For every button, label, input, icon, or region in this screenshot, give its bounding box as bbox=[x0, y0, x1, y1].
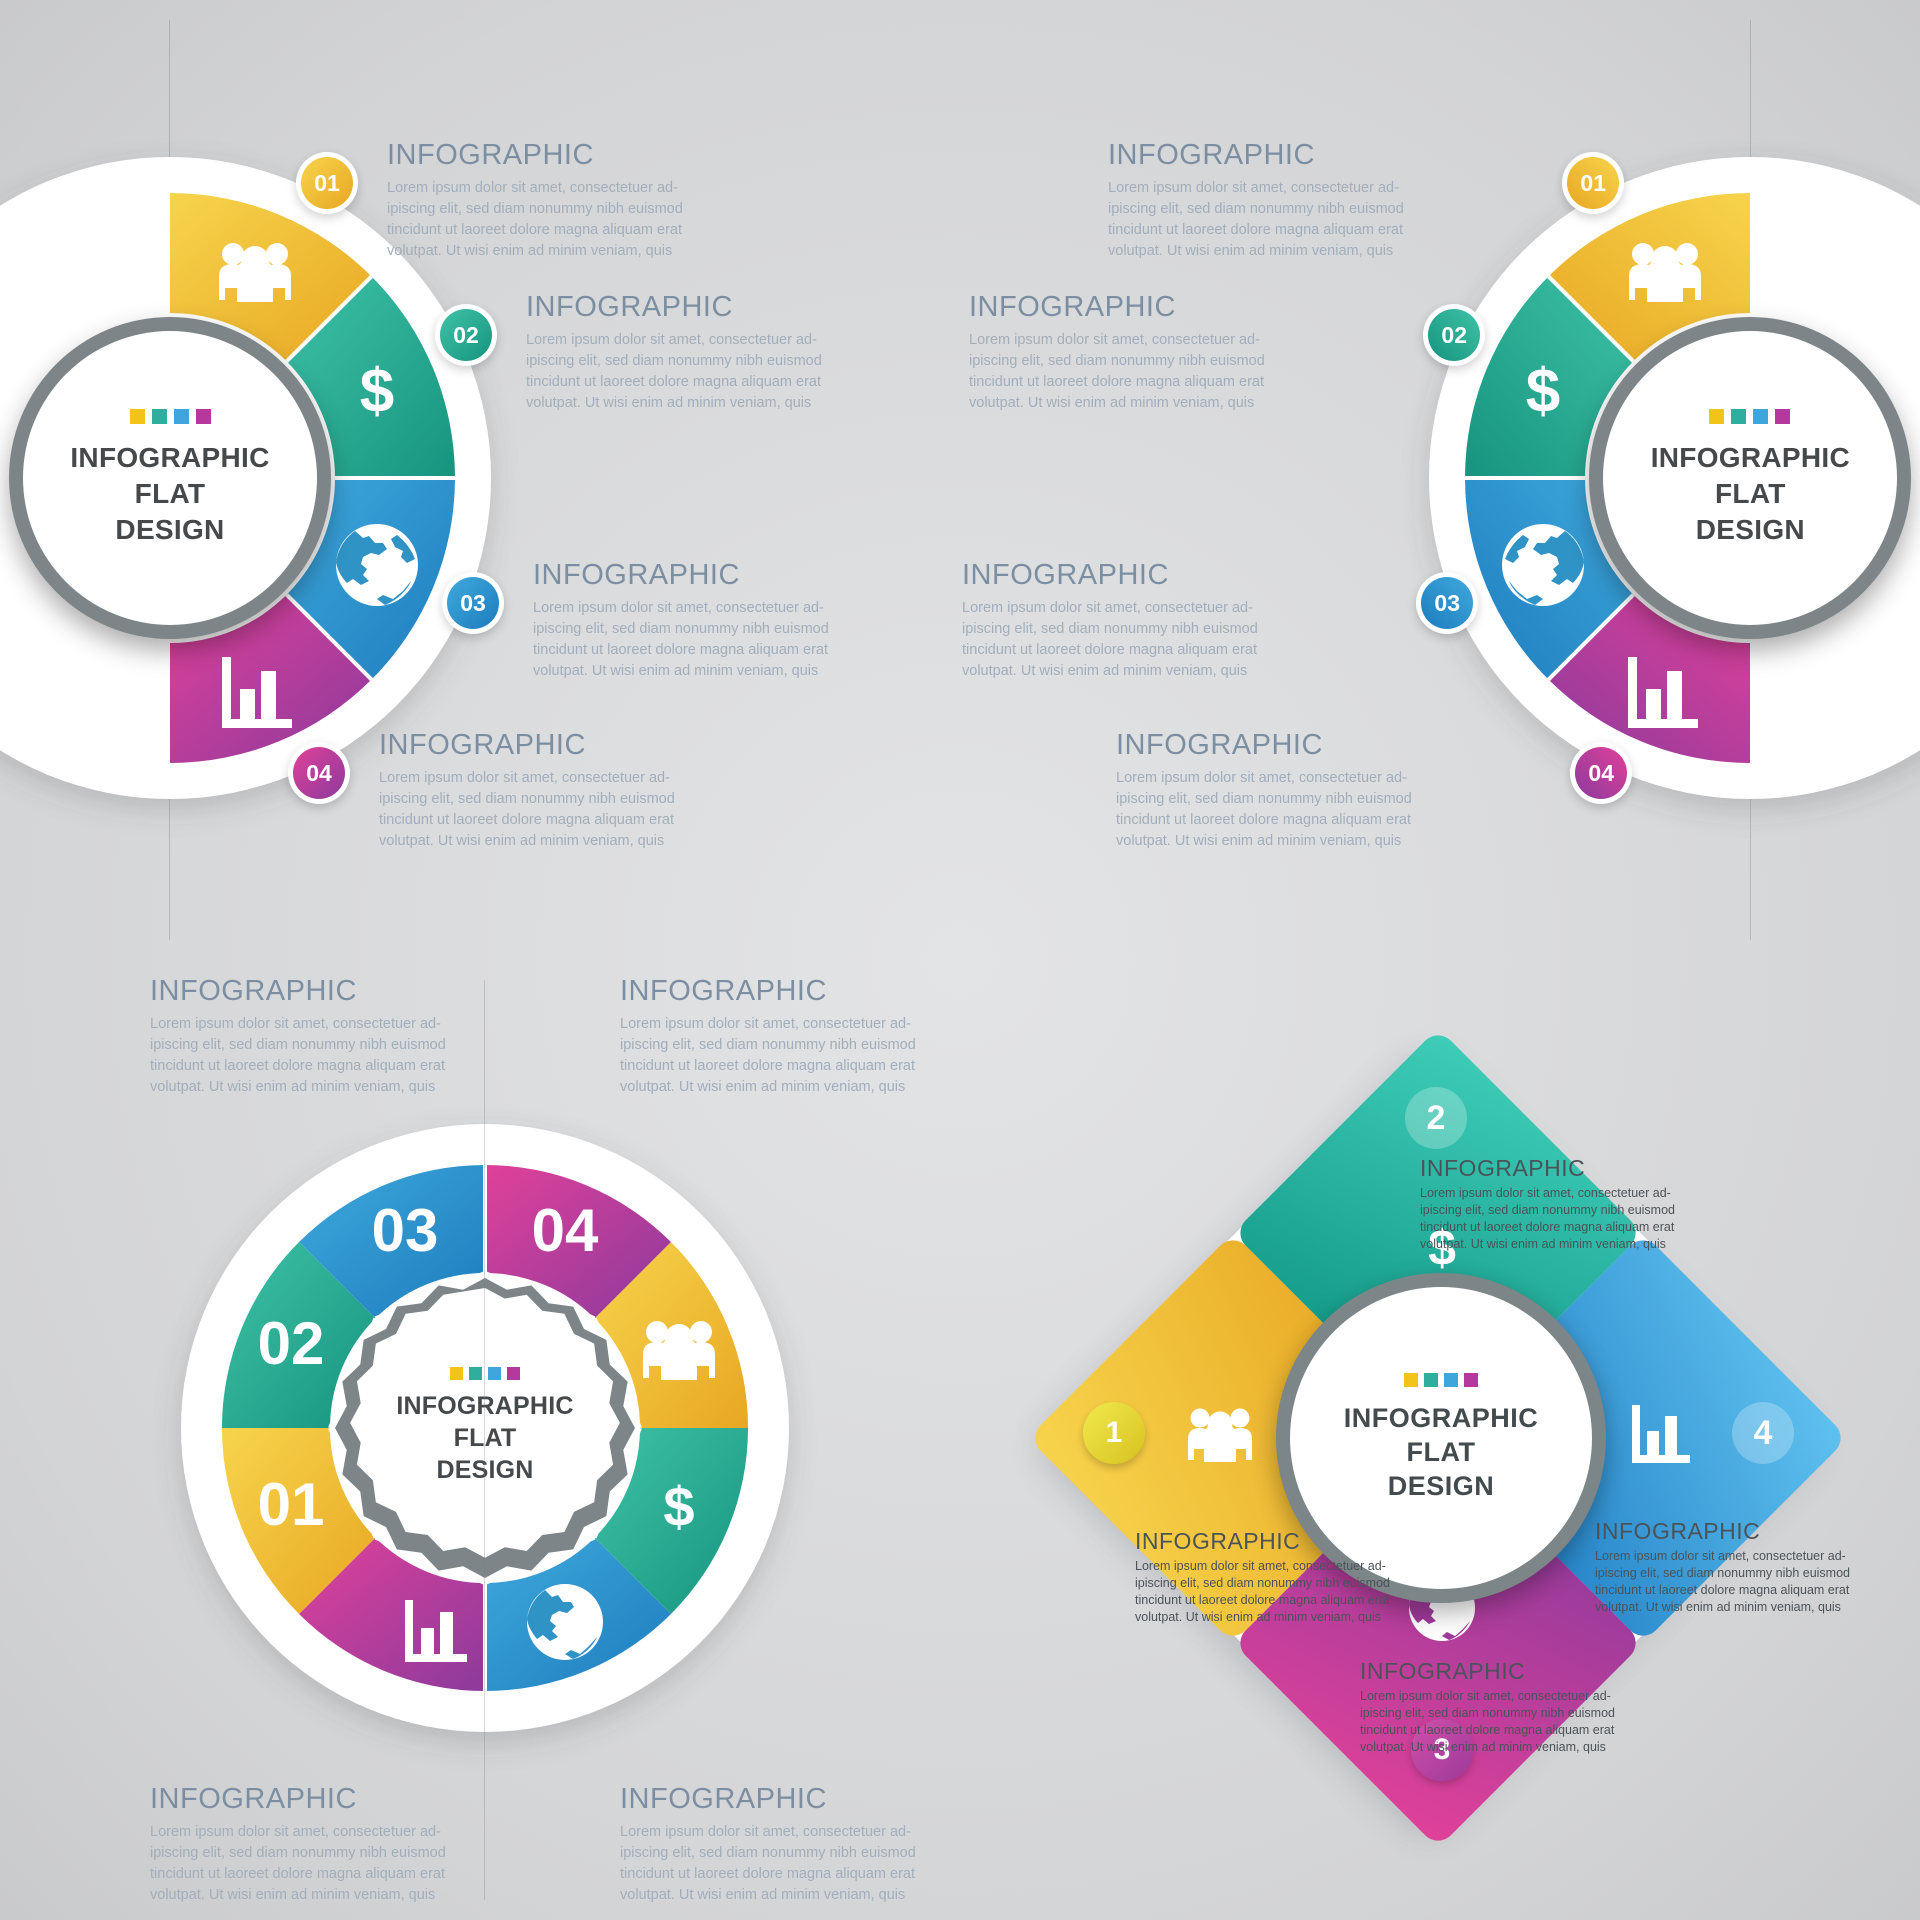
svg-text:02: 02 bbox=[258, 1310, 325, 1377]
svg-text:04: 04 bbox=[532, 1197, 599, 1264]
svg-text:03: 03 bbox=[372, 1197, 439, 1264]
svg-text:$: $ bbox=[1526, 357, 1560, 426]
svg-text:$: $ bbox=[360, 357, 394, 426]
svg-text:$: $ bbox=[663, 1475, 694, 1538]
svg-text:01: 01 bbox=[258, 1471, 325, 1538]
